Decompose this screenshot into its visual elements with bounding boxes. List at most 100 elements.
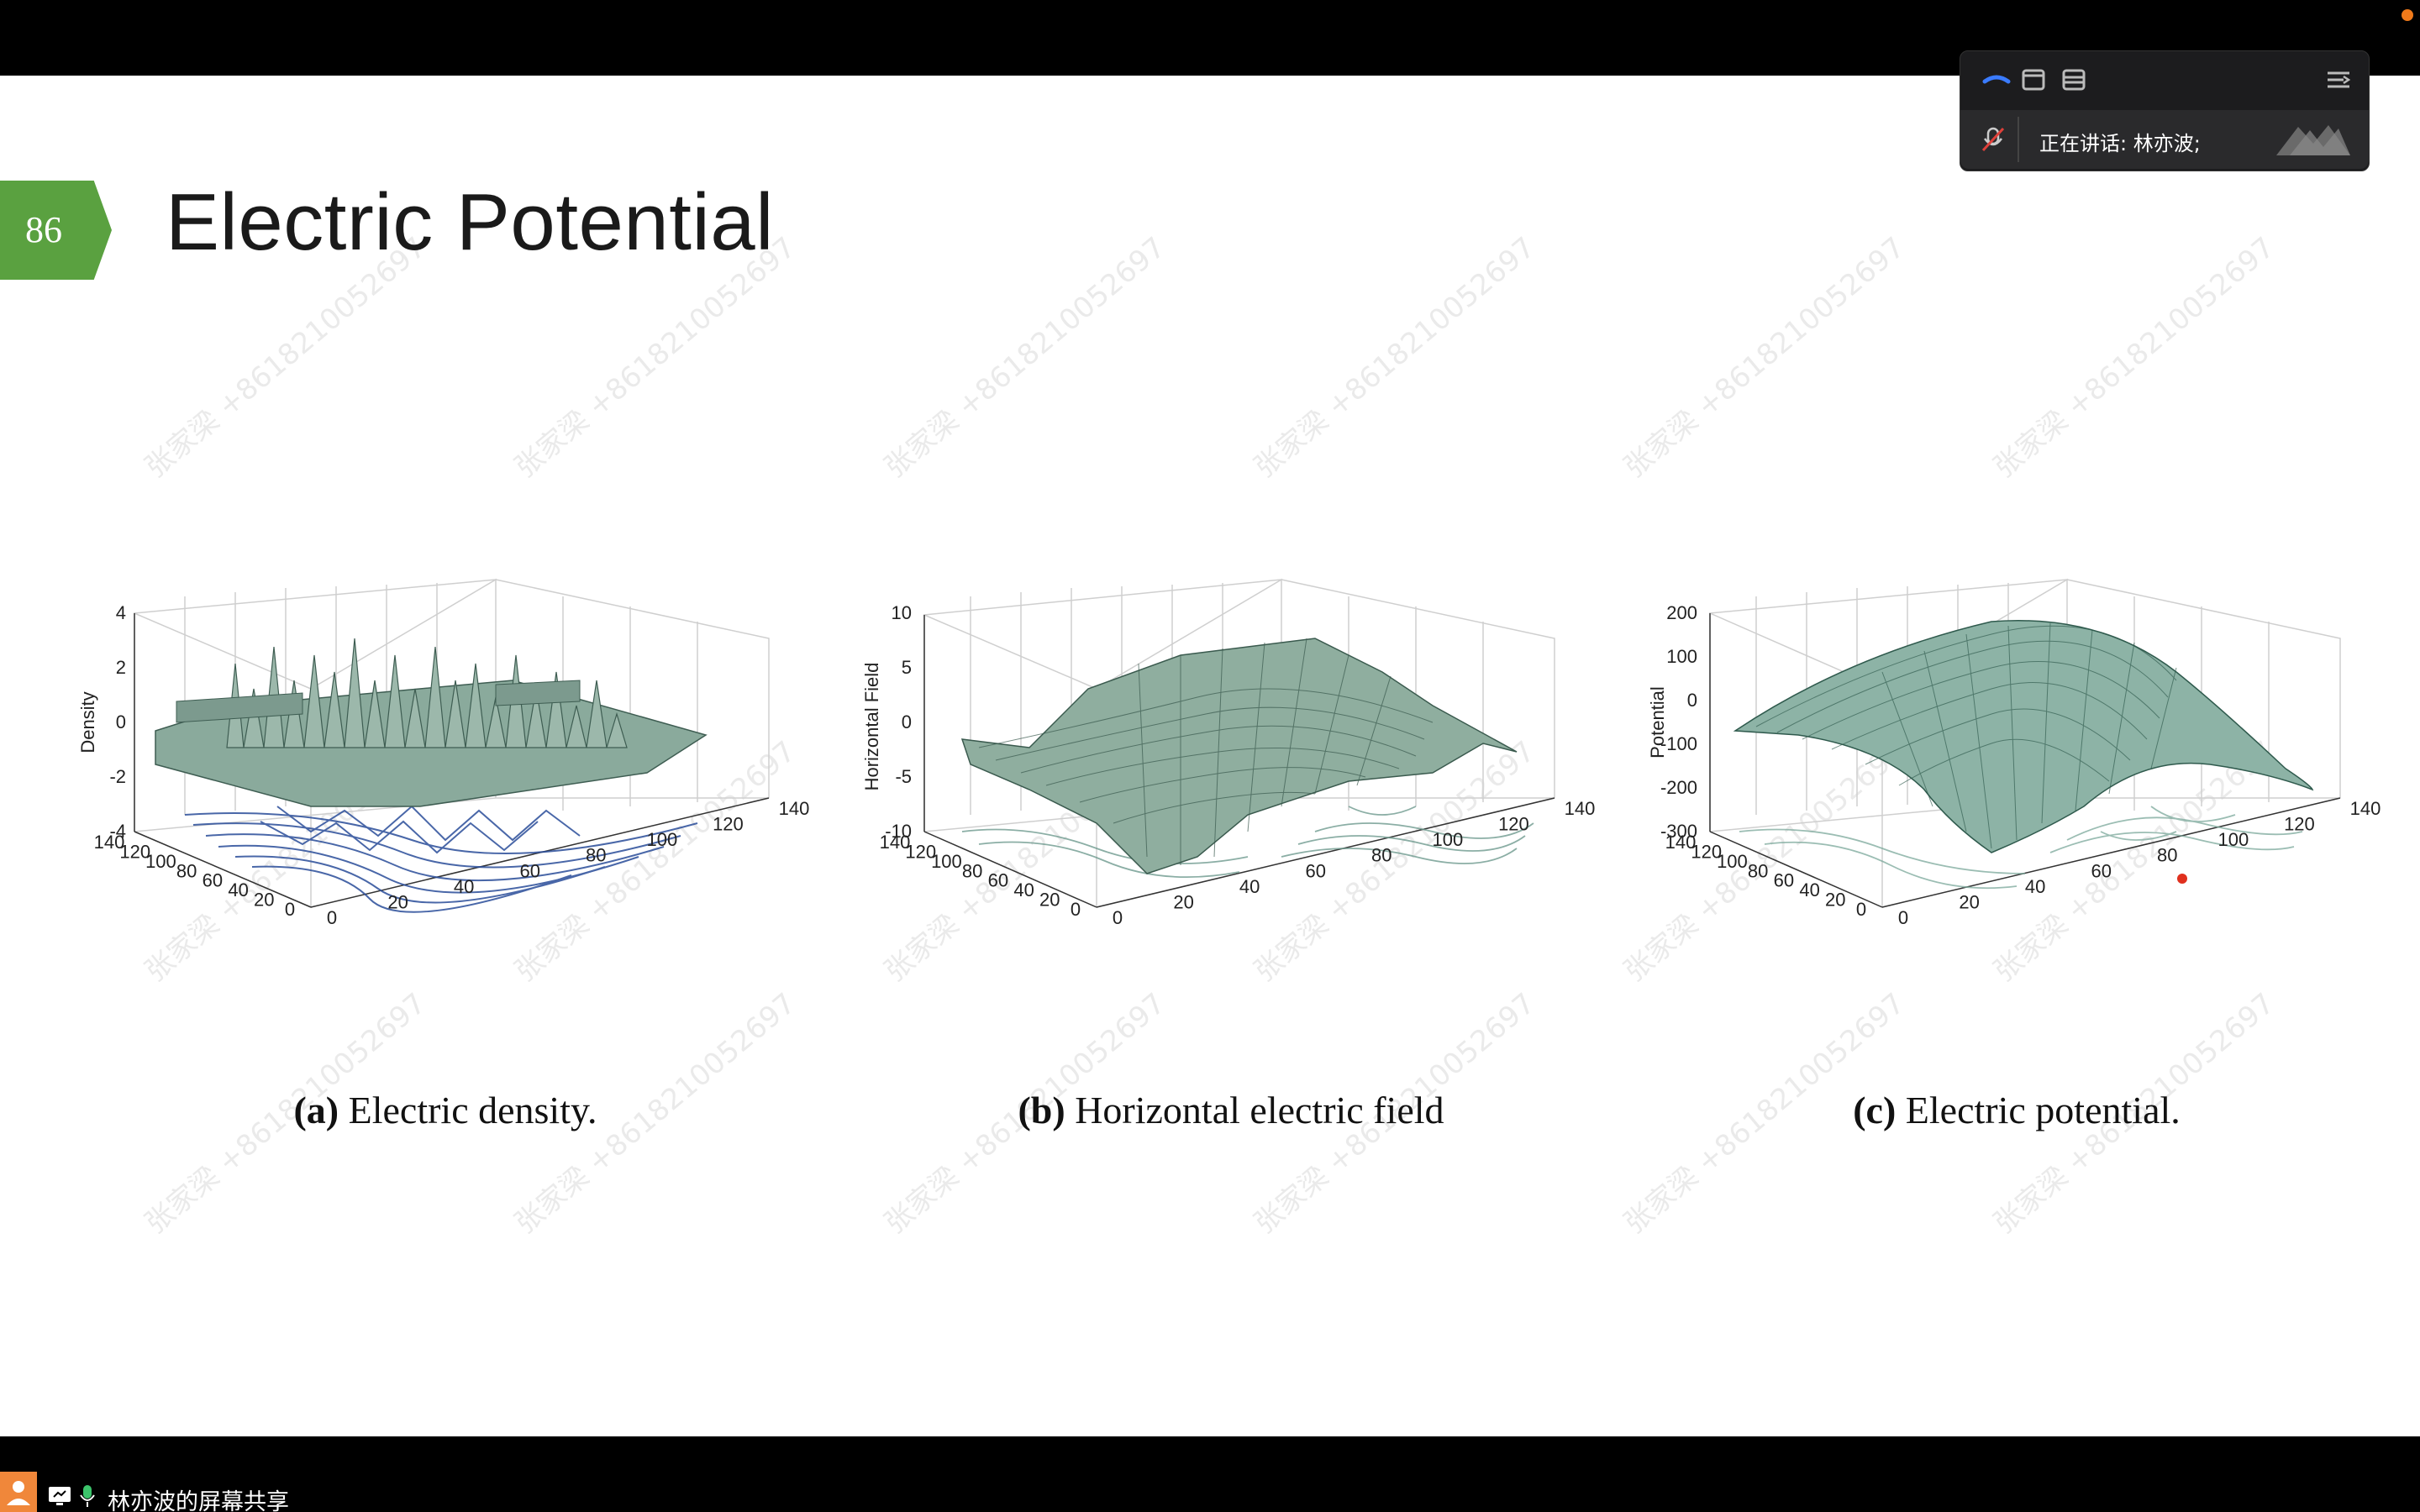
x-tick-label: 120 bbox=[713, 814, 744, 835]
y-tick-label: 60 bbox=[1774, 870, 1794, 891]
slide-title: Electric Potential bbox=[166, 177, 774, 267]
watermark-text: 张家梁 +8618210052697 bbox=[878, 230, 1172, 485]
x-tick-label: 60 bbox=[1305, 860, 1325, 881]
caption-b-text: Horizontal electric field bbox=[1075, 1089, 1444, 1131]
x-tick-label: 140 bbox=[1565, 798, 1596, 819]
z-tick-label: -100 bbox=[1660, 733, 1697, 754]
caption-b-tag: (b) bbox=[1018, 1089, 1065, 1131]
z-tick-label: 5 bbox=[902, 657, 912, 678]
x-tick-label: 60 bbox=[519, 860, 539, 881]
z-tick-label: -200 bbox=[1660, 777, 1697, 798]
figure-panel-b: Horizontal Field 10 5 0 -5 -10 0 20 40 60 80 100 1… bbox=[844, 554, 1618, 1159]
collapse-panel-icon[interactable] bbox=[2325, 68, 2352, 92]
y-tick-label: 40 bbox=[1013, 879, 1034, 900]
x-tick-label: 140 bbox=[779, 798, 810, 819]
x-tick-label: 120 bbox=[2284, 814, 2315, 835]
x-tick-label: 40 bbox=[454, 876, 474, 897]
y-tick-label: 80 bbox=[176, 860, 197, 881]
x-tick-label: 20 bbox=[387, 891, 408, 912]
x-tick-label: 80 bbox=[586, 845, 606, 866]
y-tick-label: 0 bbox=[285, 899, 295, 920]
figure-panel-a: Density 4 2 0 -2 -4 0 20 40 60 80 100 120 140 140 12… bbox=[59, 554, 832, 1159]
y-tick-label: 0 bbox=[1856, 899, 1866, 920]
x-tick-label: 0 bbox=[327, 907, 337, 928]
speaker-avatar bbox=[2276, 125, 2350, 155]
z-tick-label: -2 bbox=[109, 766, 126, 787]
y-tick-label: 40 bbox=[1799, 879, 1819, 900]
recording-indicator-icon bbox=[2402, 9, 2413, 21]
y-tick-label: 60 bbox=[988, 870, 1008, 891]
y-tick-label: 40 bbox=[228, 879, 248, 900]
watermark-text: 张家梁 +8618210052697 bbox=[1618, 230, 1912, 485]
screen-share-status-bar: 林亦波的屏幕共享 bbox=[0, 1436, 2420, 1512]
x-tick-label: 120 bbox=[1498, 814, 1529, 835]
z-tick-label: 0 bbox=[1687, 690, 1697, 711]
z-tick-label: 0 bbox=[902, 711, 912, 732]
active-speaker-row: 正在讲话: 林亦波; bbox=[1960, 110, 2369, 169]
slide-number-badge: 86 bbox=[0, 181, 112, 280]
x-tick-label: 140 bbox=[2350, 798, 2381, 819]
speaking-indicator-text: 正在讲话: 林亦波; bbox=[2039, 132, 2201, 155]
z-tick-label: 100 bbox=[1666, 646, 1697, 667]
x-tick-label: 80 bbox=[2157, 845, 2177, 866]
y-tick-label: 120 bbox=[119, 841, 150, 862]
y-tick-label: 140 bbox=[94, 832, 125, 853]
z-axis-label: Horizontal Field bbox=[861, 663, 882, 791]
x-tick-label: 20 bbox=[1959, 891, 1979, 912]
x-tick-label: 0 bbox=[1898, 907, 1908, 928]
meeting-floating-widget[interactable]: 正在讲话: 林亦波; bbox=[1960, 50, 2370, 171]
watermark-text: 张家梁 +8618210052697 bbox=[1987, 230, 2281, 485]
z-tick-label: -300 bbox=[1660, 821, 1697, 842]
z-ticks: 4 2 0 -2 -4 bbox=[109, 602, 126, 842]
caption-c-tag: (c) bbox=[1853, 1089, 1897, 1131]
x-tick-label: 40 bbox=[1239, 876, 1260, 897]
x-tick-label: 20 bbox=[1173, 891, 1193, 912]
z-tick-label: 4 bbox=[116, 602, 126, 623]
z-ticks: 200 100 0 -100 -200 -300 bbox=[1660, 602, 1697, 842]
y-tick-label: 100 bbox=[1717, 851, 1748, 872]
screen-share-label: 林亦波的屏幕共享 bbox=[108, 1489, 289, 1512]
y-tick-label: 0 bbox=[1071, 899, 1081, 920]
list-view-icon[interactable] bbox=[2061, 68, 2086, 92]
y-tick-label: 120 bbox=[1691, 841, 1722, 862]
x-tick-label: 0 bbox=[1113, 907, 1123, 928]
caption-a: (a) Electric density. bbox=[59, 1088, 832, 1132]
y-tick-label: 100 bbox=[145, 851, 176, 872]
y-tick-label: 140 bbox=[880, 832, 911, 853]
mic-active-icon bbox=[80, 1485, 95, 1507]
z-tick-label: -10 bbox=[885, 821, 912, 842]
x-tick-label: 100 bbox=[646, 829, 677, 850]
y-tick-label: 120 bbox=[905, 841, 936, 862]
z-tick-label: 2 bbox=[116, 657, 126, 678]
caption-a-text: Electric density. bbox=[348, 1089, 597, 1131]
x-tick-label: 40 bbox=[2025, 876, 2045, 897]
screen-share-icon bbox=[49, 1487, 71, 1505]
minimize-view-icon[interactable] bbox=[1982, 70, 2011, 90]
mic-muted-icon[interactable] bbox=[1979, 125, 2007, 154]
y-tick-label: 80 bbox=[962, 860, 982, 881]
y-tick-label: 140 bbox=[1665, 832, 1697, 853]
figure-panel-c: Potential 200 100 0 -100 -200 -300 0 20 40 60 80 1… bbox=[1630, 554, 2403, 1159]
x-tick-label: 100 bbox=[1432, 829, 1463, 850]
y-tick-label: 20 bbox=[1039, 890, 1060, 911]
z-ticks: 10 5 0 -5 -10 bbox=[885, 602, 912, 842]
y-tick-label: 100 bbox=[931, 851, 962, 872]
x-tick-label: 80 bbox=[1371, 845, 1392, 866]
z-axis-label: Density bbox=[77, 691, 98, 753]
x-ticks: 0 20 40 60 80 100 120 140 bbox=[327, 798, 809, 928]
z-tick-label: -5 bbox=[895, 766, 912, 787]
gallery-view-icon[interactable] bbox=[2021, 68, 2046, 92]
x-tick-label: 60 bbox=[2091, 860, 2111, 881]
meeting-toolbar bbox=[1960, 51, 2369, 107]
x-ticks: 0 20 40 60 80 100 120 140 bbox=[1898, 798, 2381, 928]
y-tick-label: 60 bbox=[203, 870, 223, 891]
divider bbox=[2018, 117, 2019, 162]
z-tick-label: 10 bbox=[892, 602, 912, 623]
y-tick-label: 80 bbox=[1748, 860, 1768, 881]
z-tick-label: 0 bbox=[116, 711, 126, 732]
